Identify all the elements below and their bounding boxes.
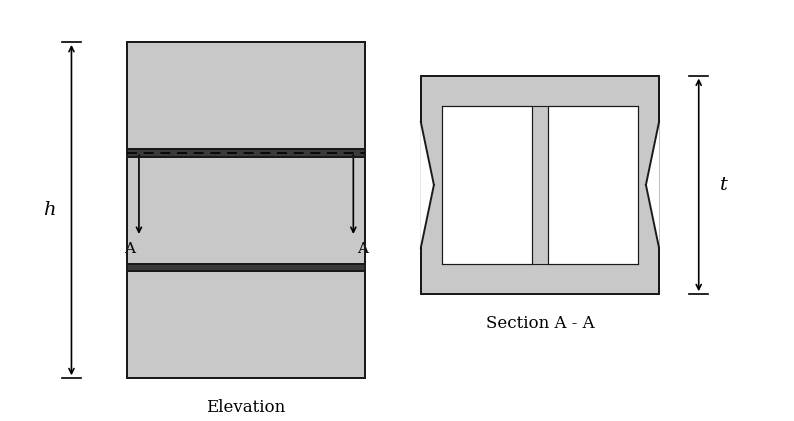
Bar (127, 42, 365, 149)
Bar (127, 271, 365, 378)
Text: Section A - A: Section A - A (486, 315, 594, 332)
Polygon shape (421, 122, 434, 248)
Bar (127, 42, 365, 378)
Bar (421, 76, 659, 294)
Polygon shape (646, 122, 659, 248)
Bar (127, 149, 365, 157)
Bar (127, 264, 365, 271)
Text: h: h (43, 201, 56, 219)
Text: A: A (357, 242, 368, 256)
Bar (127, 157, 365, 264)
Bar (442, 106, 532, 264)
Text: A: A (124, 242, 135, 256)
Bar (548, 106, 638, 264)
Text: t: t (720, 176, 728, 194)
Text: Elevation: Elevation (206, 399, 286, 416)
